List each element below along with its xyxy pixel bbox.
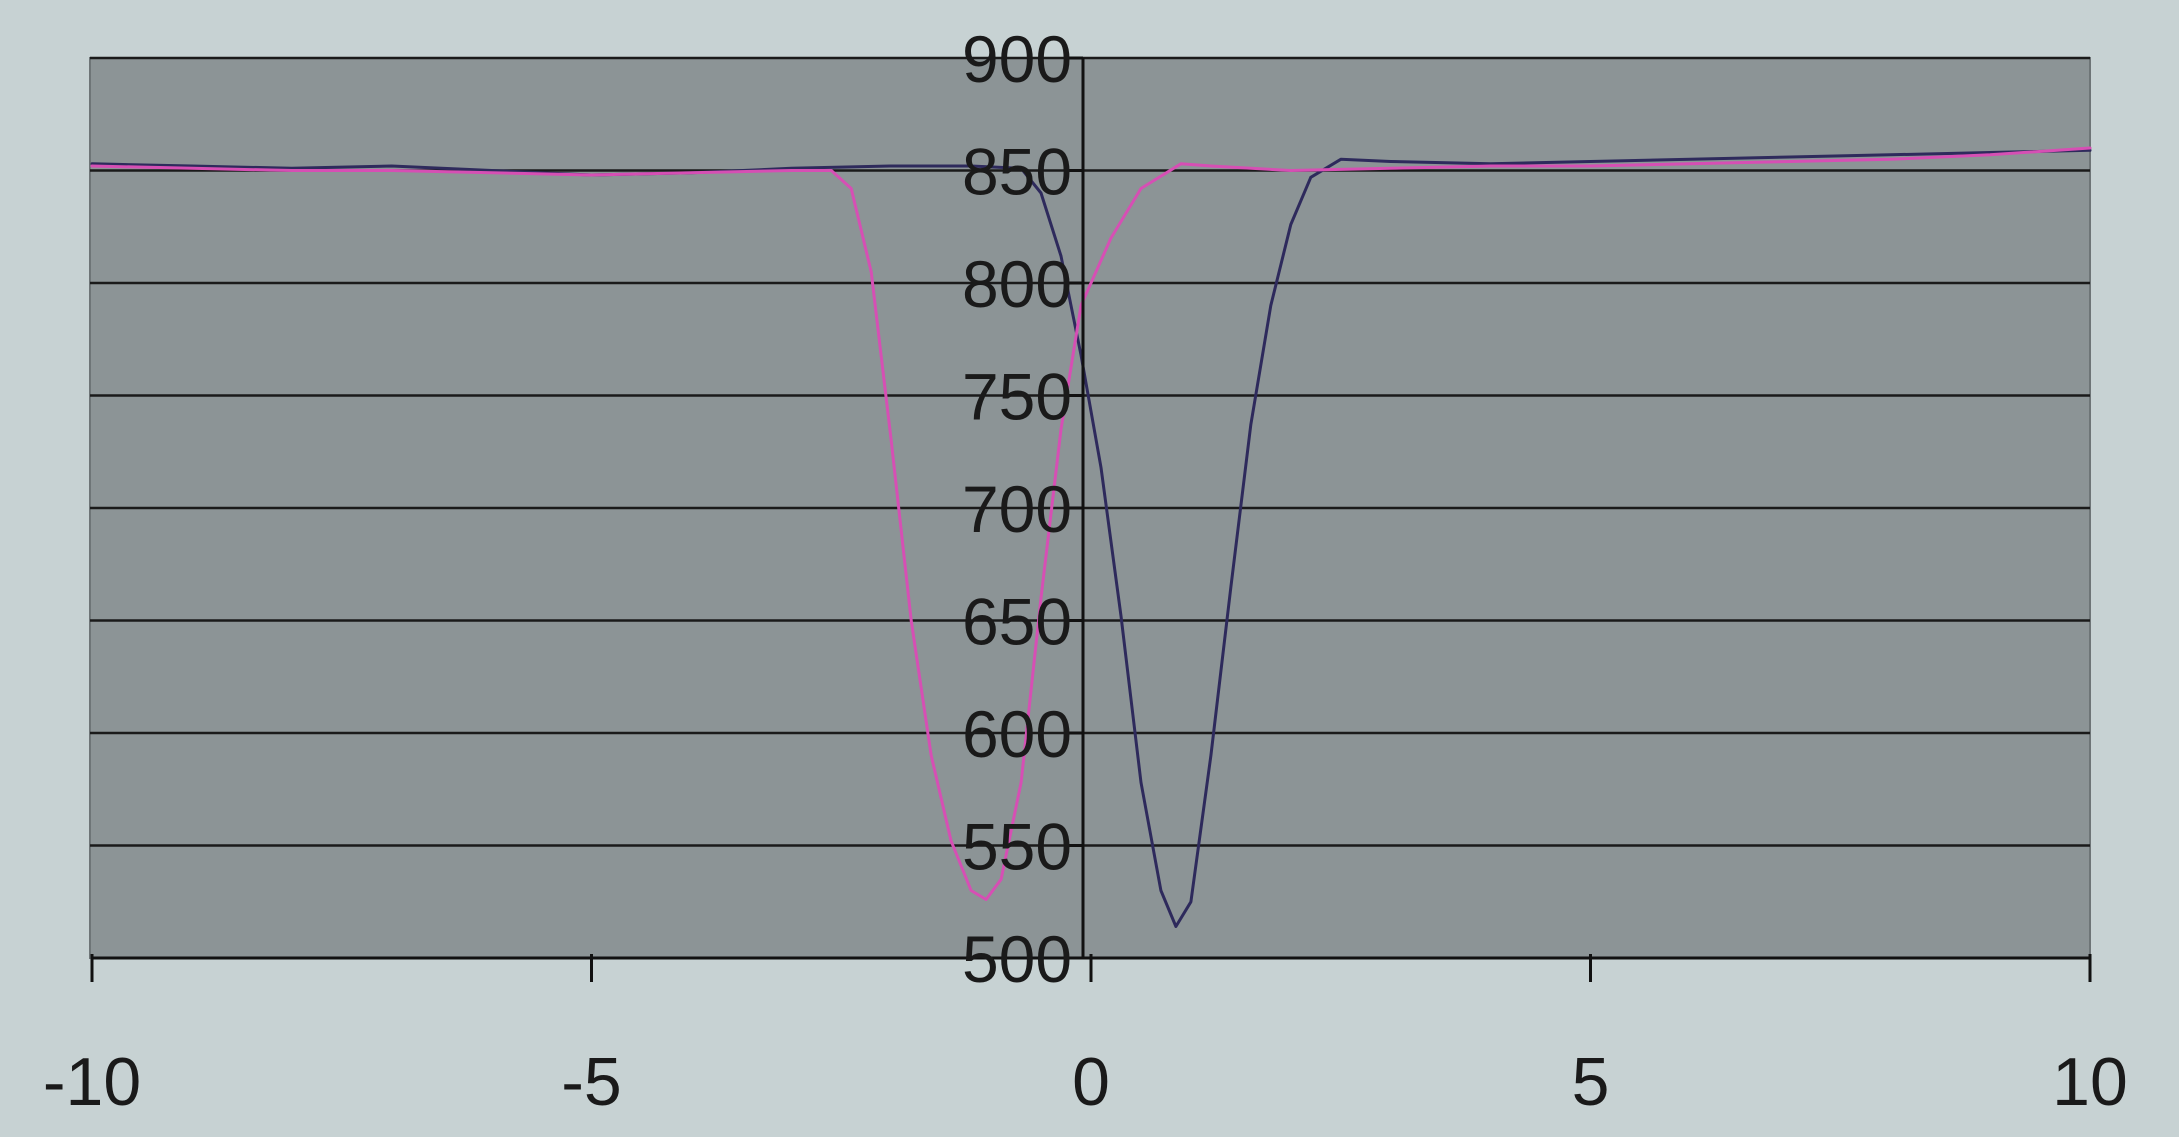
series-layer (90, 146, 2092, 928)
x-tick-label: -10 (43, 1044, 141, 1120)
y-tick-label: 650 (962, 585, 1072, 659)
y-tick-label: 850 (962, 135, 1072, 209)
x-tick-label: -5 (561, 1044, 621, 1120)
y-tick-label: 900 (962, 22, 1072, 96)
x-tick-label: 5 (1572, 1044, 1610, 1120)
x-tick-labels: -10 -5 0 5 10 (43, 1044, 2128, 1120)
y-tick-label: 700 (962, 472, 1072, 546)
y-tick-label: 800 (962, 247, 1072, 321)
y-tick-label: 500 (962, 922, 1072, 996)
y-tick-label: 600 (962, 697, 1072, 771)
y-tick-labels: 500 550 600 650 700 750 800 850 900 (962, 22, 1072, 996)
axes (90, 56, 2092, 982)
series-line-2 (90, 146, 2092, 901)
x-tick-label: 10 (2052, 1044, 2128, 1120)
y-tick-label: 550 (962, 810, 1072, 884)
x-tick-label: 0 (1072, 1044, 1110, 1120)
y-tick-label: 750 (962, 360, 1072, 434)
